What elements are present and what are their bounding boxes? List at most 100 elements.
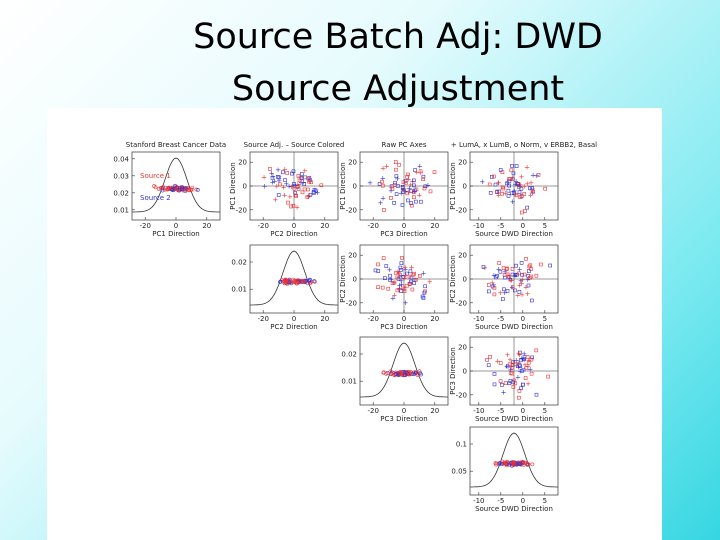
point-cloud: + (425, 182, 431, 190)
point-cloud (188, 188, 193, 193)
point-cloud (275, 175, 280, 179)
point-cloud (405, 175, 410, 179)
x-tick-label: 0 (174, 222, 178, 230)
point-cloud (529, 357, 534, 362)
point-cloud (293, 191, 297, 195)
x-tick-label: -20 (139, 222, 150, 230)
point-cloud (523, 376, 528, 380)
point-cloud (539, 262, 543, 267)
point-cloud (505, 266, 509, 271)
point-cloud: + (519, 279, 525, 287)
point-cloud (510, 285, 515, 290)
point-cloud: + (508, 277, 514, 285)
point-cloud (409, 372, 414, 377)
point-cloud: + (276, 177, 282, 185)
x-tick-label: 5 (543, 497, 547, 505)
point-cloud (382, 276, 387, 281)
point-cloud: + (401, 274, 407, 282)
point-cloud (392, 183, 397, 187)
legend-entry: Source 2 (140, 194, 171, 202)
density-curve (132, 157, 220, 213)
x-axis-label: Source DWD Direction (475, 415, 553, 423)
point-cloud (525, 355, 530, 359)
point-cloud (528, 263, 533, 268)
y-tick-label: -20 (456, 391, 467, 399)
point-cloud (380, 179, 384, 184)
x-tick-label: 20 (430, 407, 439, 415)
point-cloud: + (515, 363, 521, 371)
point-cloud (507, 362, 512, 367)
point-cloud (517, 289, 522, 294)
point-cloud (409, 201, 413, 205)
point-cloud (518, 461, 523, 466)
point-cloud: + (495, 357, 501, 365)
x-axis-label: Source DWD Direction (475, 505, 553, 513)
point-cloud (511, 385, 516, 389)
point-cloud: + (516, 350, 522, 358)
point-cloud: + (395, 268, 401, 276)
point-cloud (420, 294, 425, 299)
x-axis-label: Source DWD Direction (475, 230, 553, 238)
point-cloud (517, 271, 521, 276)
point-cloud (418, 273, 422, 278)
x-tick-label: 5 (543, 222, 547, 230)
point-cloud (505, 181, 509, 186)
point-cloud (394, 271, 398, 275)
x-tick-label: -5 (497, 222, 504, 230)
point-cloud (419, 199, 423, 204)
point-cloud: + (515, 180, 521, 188)
density-curve (250, 250, 338, 306)
point-cloud: + (510, 198, 516, 206)
point-cloud (293, 193, 298, 198)
point-cloud: + (380, 165, 386, 173)
point-cloud (522, 357, 527, 361)
point-cloud: + (287, 193, 293, 201)
point-cloud: + (388, 187, 394, 195)
point-cloud (501, 266, 506, 271)
point-cloud (399, 372, 404, 377)
point-cloud (412, 271, 417, 276)
y-tick-label: -20 (236, 206, 247, 214)
point-cloud (399, 289, 404, 294)
point-cloud: + (399, 281, 405, 289)
point-cloud: + (501, 388, 507, 396)
point-cloud: + (412, 188, 418, 196)
point-cloud (527, 186, 532, 191)
point-cloud (490, 175, 494, 179)
point-cloud: + (380, 175, 386, 183)
point-cloud (517, 190, 522, 194)
point-cloud: + (417, 163, 423, 171)
point-cloud: + (507, 356, 513, 364)
point-cloud (282, 278, 287, 283)
point-cloud (500, 382, 504, 387)
point-cloud (428, 189, 433, 194)
point-cloud: + (522, 183, 528, 191)
panel-title: Raw PC Axes (382, 141, 427, 149)
point-cloud: + (519, 173, 525, 181)
point-cloud (290, 171, 294, 176)
point-cloud (510, 365, 515, 370)
point-cloud (305, 195, 310, 199)
x-tick-label: 0 (402, 407, 406, 415)
point-cloud: + (301, 178, 307, 186)
point-cloud (312, 279, 317, 284)
point-cloud (393, 180, 397, 185)
point-cloud (526, 283, 531, 288)
point-cloud (394, 174, 399, 178)
point-cloud: + (515, 374, 521, 382)
y-tick-label: -20 (346, 299, 357, 307)
y-tick-label: 0.01 (341, 378, 357, 386)
point-cloud: + (517, 266, 523, 274)
point-cloud (389, 196, 393, 200)
point-cloud: + (288, 183, 294, 191)
point-cloud (394, 371, 398, 376)
point-cloud: + (508, 366, 514, 374)
point-cloud (510, 164, 514, 168)
point-cloud: + (525, 380, 531, 388)
point-cloud (519, 369, 524, 373)
point-cloud: + (527, 366, 533, 374)
point-cloud (413, 168, 417, 172)
point-cloud: + (397, 285, 403, 293)
y-tick-label: 20 (458, 252, 467, 260)
point-cloud (487, 182, 492, 187)
